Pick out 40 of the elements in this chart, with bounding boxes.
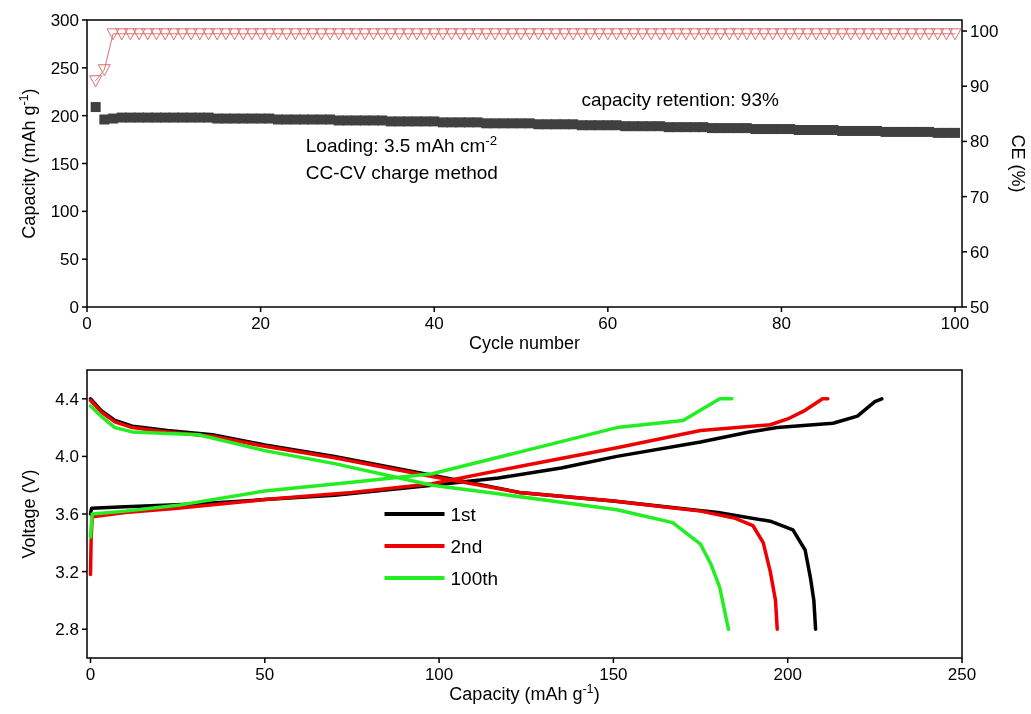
x-tick-label: 40 <box>424 314 444 333</box>
y2-tick-label: 100 <box>970 22 999 42</box>
legend-label: 100th <box>450 568 499 589</box>
x-tick-label: 60 <box>598 314 618 333</box>
y-axis-title: Voltage (V) <box>19 469 39 559</box>
y-tick-label: 150 <box>50 154 79 174</box>
x-tick-label: 150 <box>599 665 628 684</box>
y2-axis-title: CE (%) <box>1008 134 1028 193</box>
x-tick-label: 250 <box>947 665 977 684</box>
y-tick-label: 100 <box>50 202 79 222</box>
y2-tick-label: 90 <box>970 77 989 97</box>
y2-tick-label: 60 <box>970 242 989 262</box>
y-tick-label: 4.4 <box>55 389 79 409</box>
x-tick-label: 200 <box>773 665 802 684</box>
annotation: capacity retention: 93% <box>581 89 779 111</box>
y-tick-label: 3.2 <box>55 562 79 582</box>
y2-tick-label: 50 <box>970 298 989 317</box>
y-tick-label: 50 <box>60 250 79 270</box>
annotation: CC-CV charge method <box>305 162 498 184</box>
annotation: Loading: 3.5 mAh cm$^{-2}$ <box>305 132 498 157</box>
y-tick-label: 300 <box>50 11 79 30</box>
x-axis-title: Cycle number <box>468 333 581 353</box>
y2-tick-label: 80 <box>970 132 989 152</box>
y-tick-label: 200 <box>50 106 79 126</box>
y-tick-label: 3.6 <box>55 505 79 524</box>
y-tick-label: 0 <box>69 298 79 317</box>
y-tick-label: 250 <box>50 58 79 78</box>
y2-tick-label: 70 <box>970 187 989 207</box>
x-tick-label: 0 <box>85 665 96 684</box>
legend-label: 1st <box>450 504 477 525</box>
x-tick-label: 100 <box>424 665 454 684</box>
x-tick-label: 100 <box>940 314 970 333</box>
x-tick-label: 0 <box>82 314 92 333</box>
x-axis-title: Capacity (mAh g$^{-1}$) <box>449 682 600 704</box>
y-tick-label: 2.8 <box>55 620 79 640</box>
x-tick-label: 50 <box>255 665 275 684</box>
y-tick-label: 4.0 <box>55 447 79 467</box>
legend-label: 2nd <box>450 536 483 557</box>
x-tick-label: 80 <box>771 314 791 333</box>
x-tick-label: 20 <box>251 314 271 333</box>
